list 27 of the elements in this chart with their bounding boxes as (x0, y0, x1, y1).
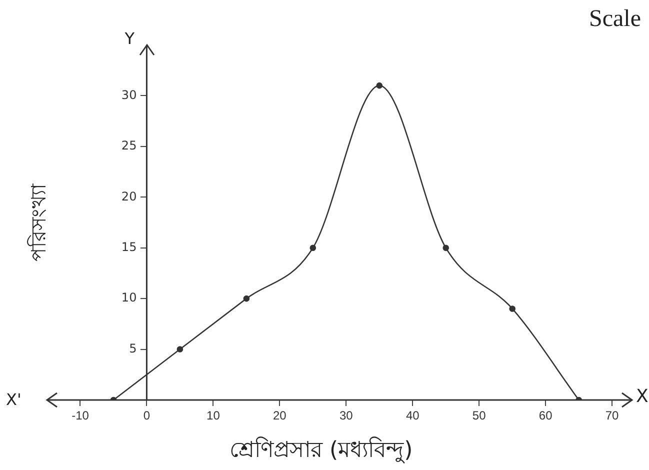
text: X' (6, 390, 22, 409)
x-tick-label: 0 (143, 408, 150, 423)
point (176, 346, 184, 352)
text: Scale (589, 6, 641, 33)
y-tick-label: 20 (121, 189, 137, 204)
x-axis-title: শ্রেণিপ্রসার (মধ্যবিন্দু) (230, 436, 413, 466)
x-tick-label: 10 (206, 408, 220, 423)
point (376, 82, 383, 89)
x-tick-label: 60 (538, 408, 553, 423)
point (442, 244, 450, 252)
y-tick-label: 10 (121, 290, 137, 305)
annotation: Y (124, 29, 134, 48)
x-tick-label: 30 (339, 408, 354, 423)
y-tick-label: 25 (121, 138, 137, 153)
x-tick-label: 20 (272, 408, 287, 423)
point (310, 244, 316, 252)
y-tick-label: 30 (121, 88, 137, 102)
text: X (636, 386, 648, 407)
y-tick-label: 15 (121, 240, 137, 254)
x-tick-label: 40 (406, 408, 420, 423)
point (243, 295, 250, 302)
x-tick-label: 70 (605, 408, 620, 423)
y-axis-title: পরিসংখ্যা (26, 184, 52, 262)
x-tick-label: -10 (72, 408, 90, 423)
point (509, 306, 516, 312)
y-tick-label: 5 (129, 341, 137, 356)
x-tick-label: 50 (472, 408, 486, 423)
